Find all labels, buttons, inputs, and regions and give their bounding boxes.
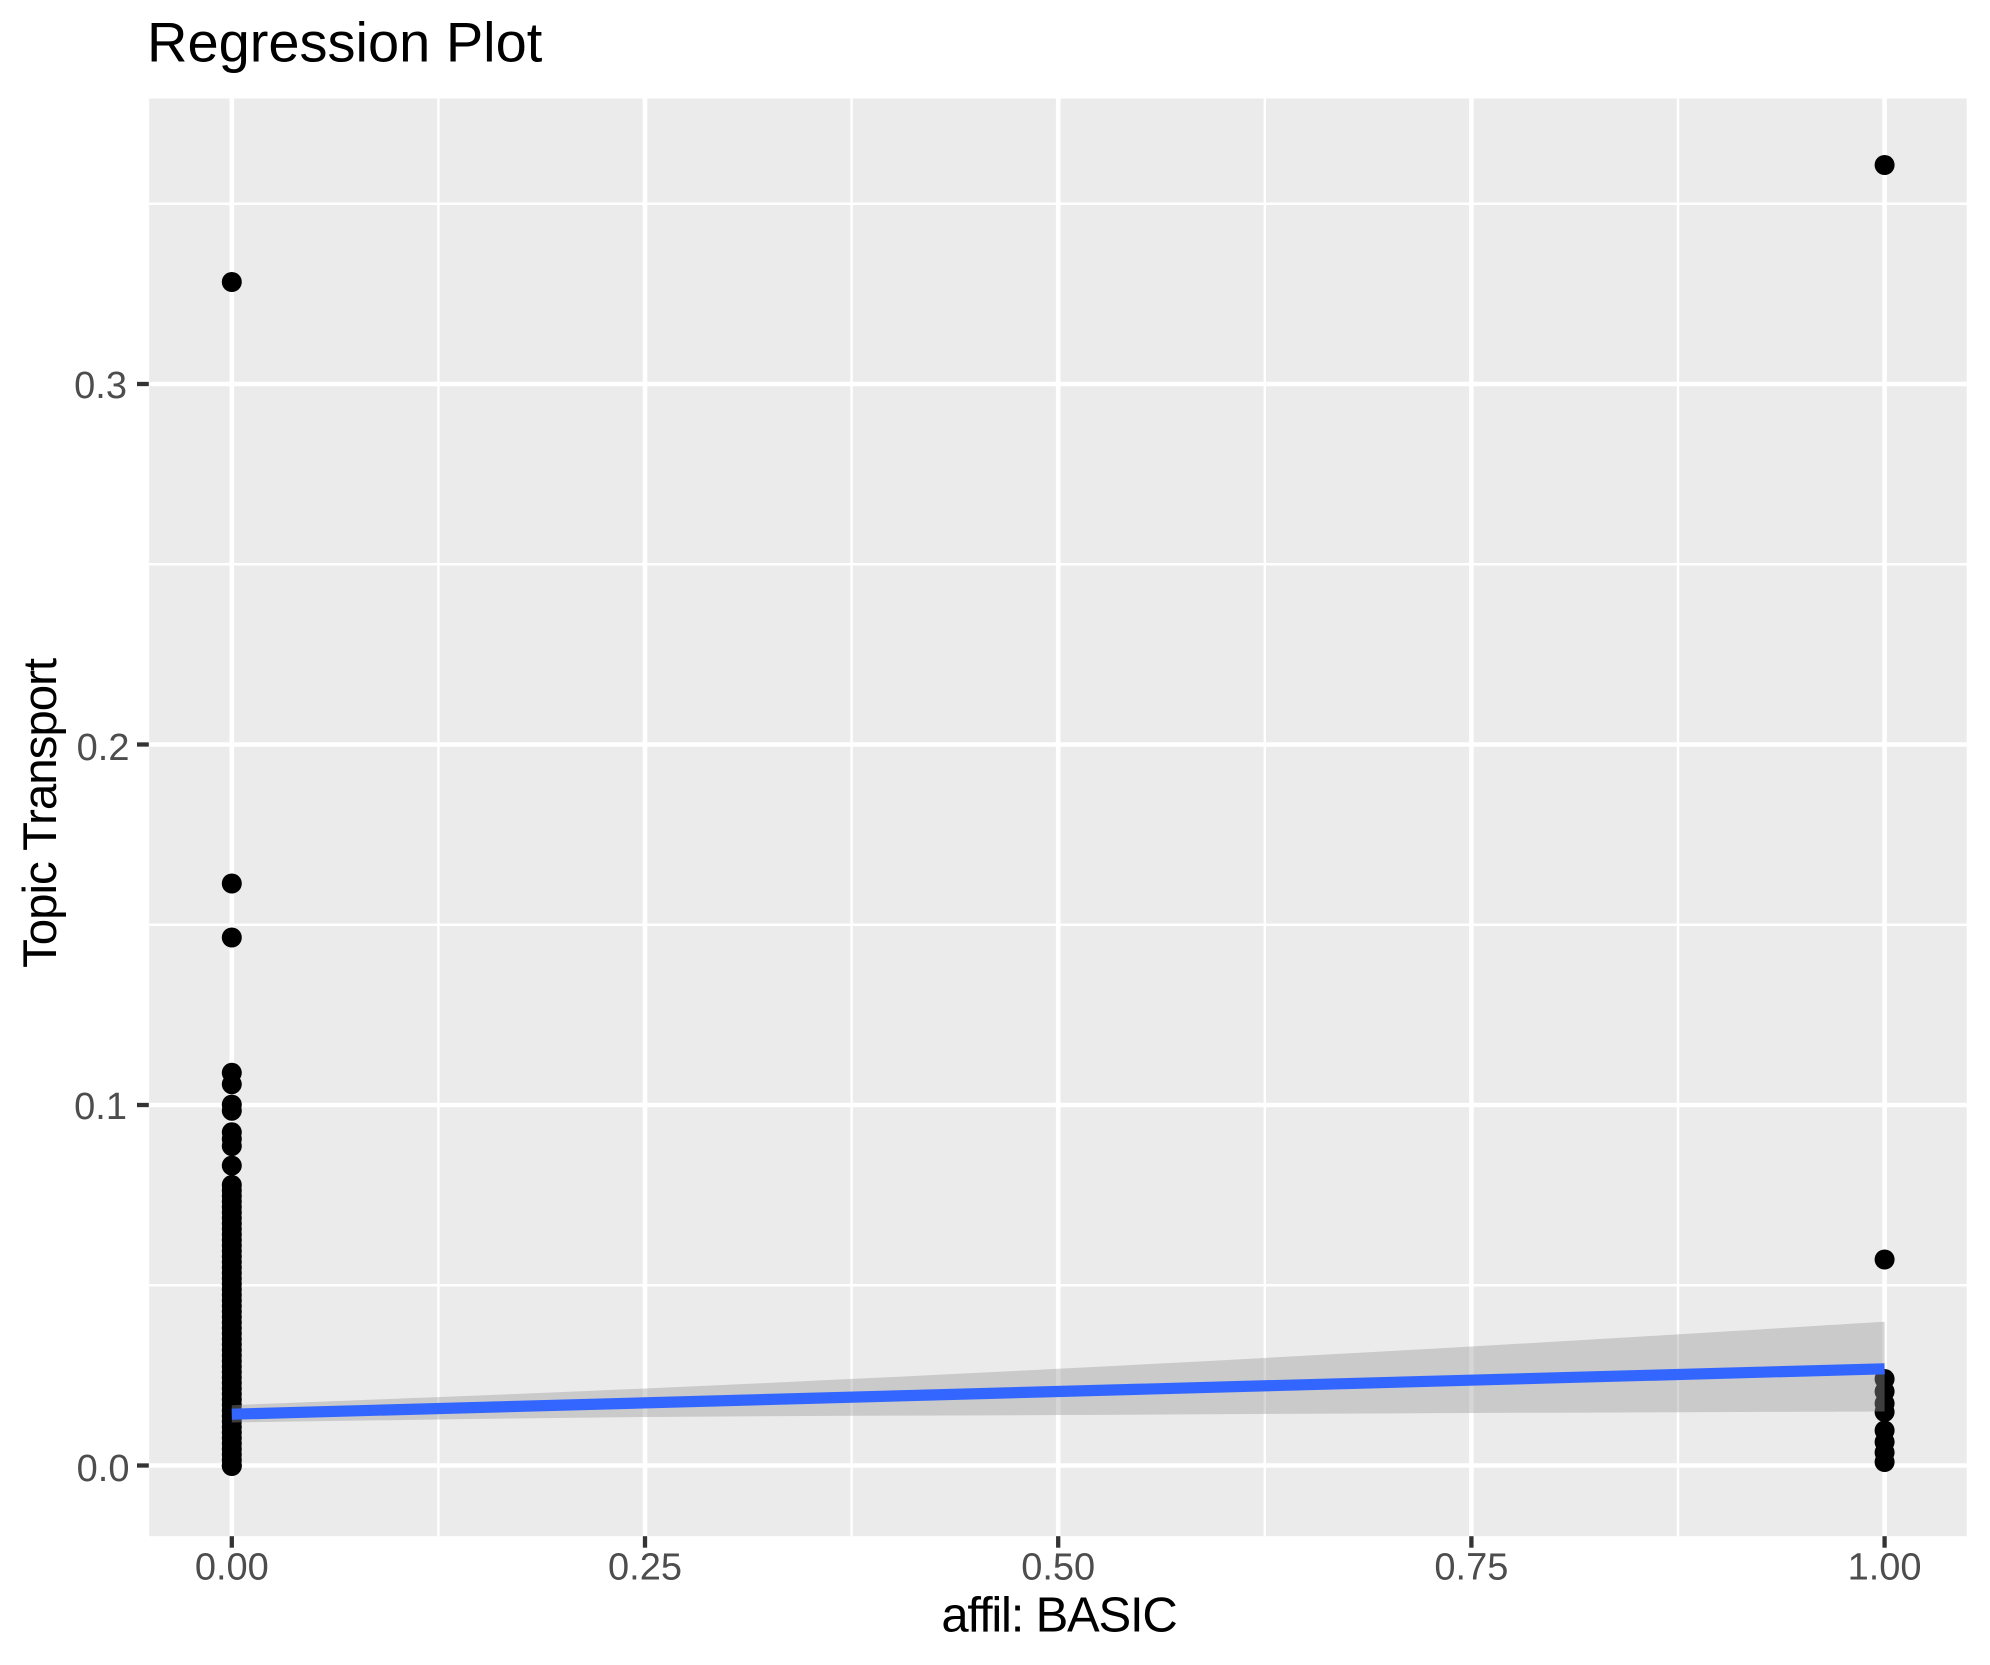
svg-text:0.25: 0.25	[608, 1546, 682, 1588]
svg-text:0.00: 0.00	[195, 1546, 269, 1588]
svg-text:0.50: 0.50	[1021, 1546, 1095, 1588]
svg-text:Topic Transport: Topic Transport	[14, 658, 67, 968]
svg-text:Regression Plot: Regression Plot	[147, 11, 543, 74]
svg-text:0.1: 0.1	[74, 1086, 127, 1128]
svg-text:affil: BASIC: affil: BASIC	[941, 1589, 1176, 1643]
svg-text:0.0: 0.0	[77, 1448, 130, 1490]
svg-text:0.2: 0.2	[77, 727, 130, 769]
svg-text:0.3: 0.3	[74, 365, 127, 407]
svg-text:1.00: 1.00	[1848, 1546, 1922, 1588]
svg-text:0.75: 0.75	[1434, 1546, 1508, 1588]
